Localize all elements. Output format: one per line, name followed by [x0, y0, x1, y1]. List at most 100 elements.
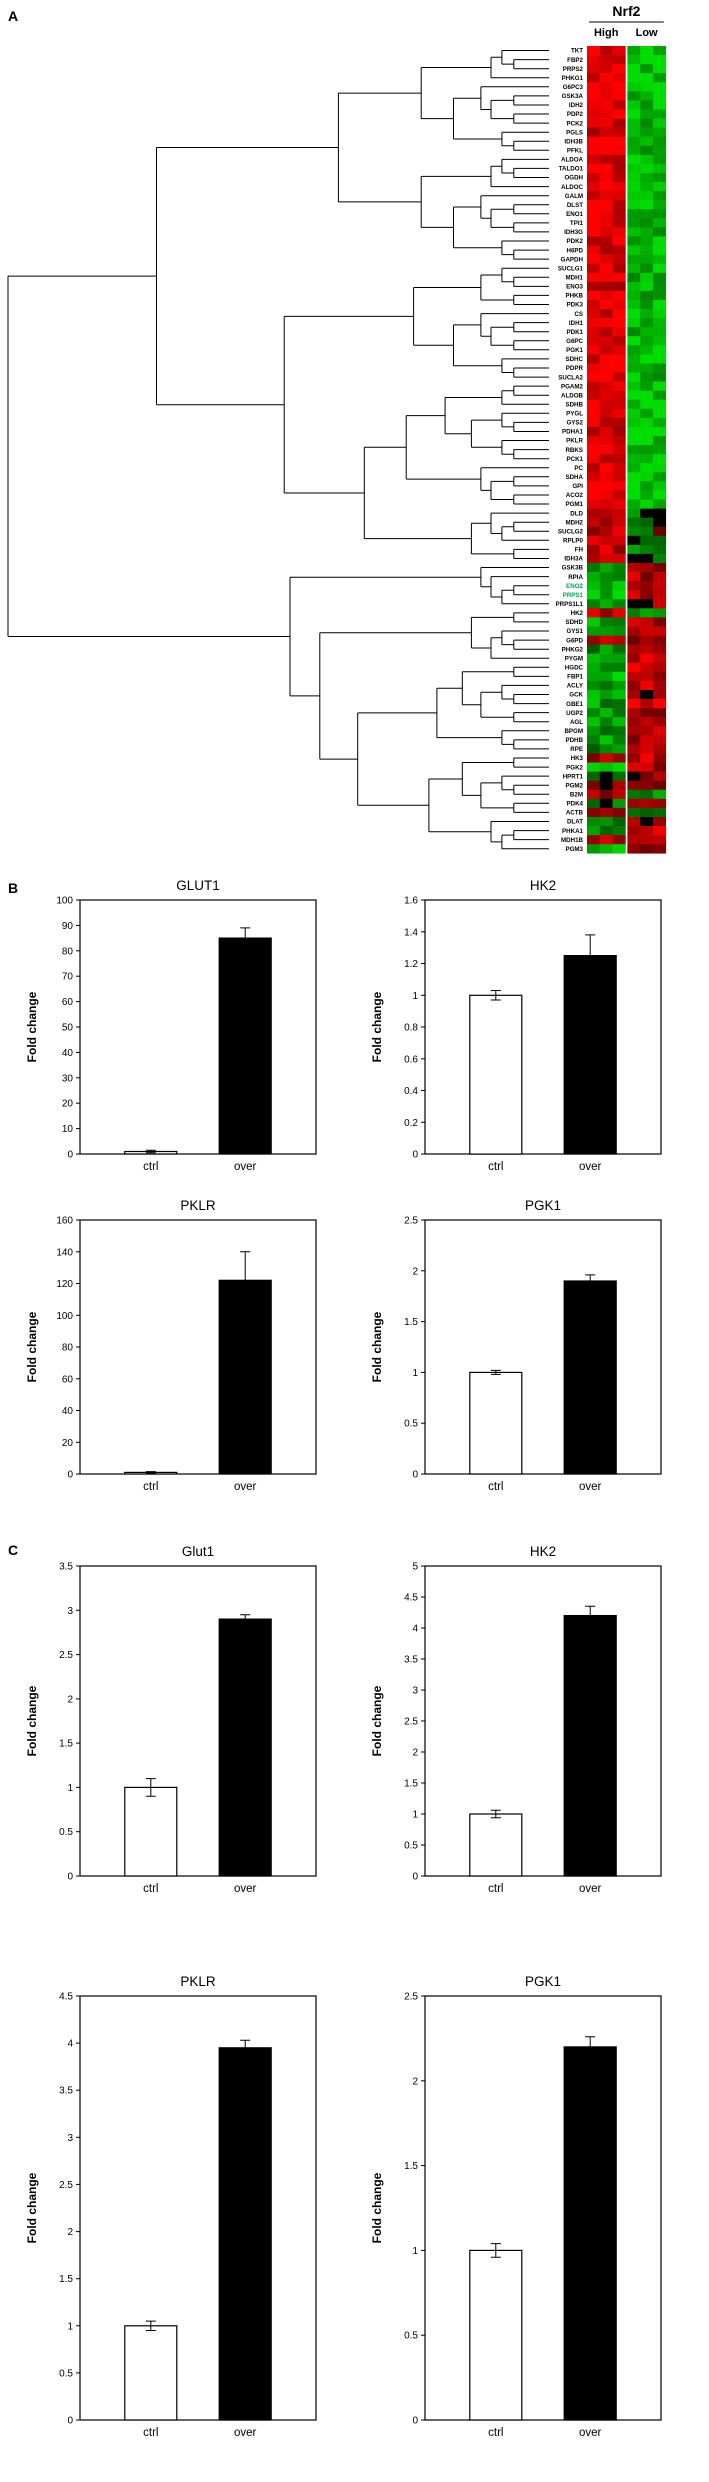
heatmap-cell	[587, 46, 601, 56]
heatmap-cell	[640, 844, 654, 854]
heatmap-cell	[640, 517, 654, 527]
gene-label: G6PD	[566, 637, 583, 644]
gene-label: GAPDH	[561, 256, 584, 263]
bar-chart-hk2-panel-b: HK2 Fold change 0 0.2 0.4 0.6 0.8 1 1.2 1.4 1.6 ctr…	[365, 876, 675, 1188]
bar-ctrl	[469, 1371, 523, 1475]
heatmap-cell	[640, 599, 654, 609]
heatmap-cell	[587, 345, 601, 355]
heatmap-cell	[640, 408, 654, 419]
heatmap-cell	[612, 690, 626, 700]
y-tick-label: 160	[56, 1216, 73, 1227]
heatmap-cell	[599, 91, 613, 101]
heatmap-cell	[587, 136, 601, 147]
heatmap-cell	[653, 55, 667, 65]
heatmap-cell	[640, 590, 654, 600]
heatmap-cell	[612, 699, 626, 709]
plot-frame	[424, 1995, 662, 2421]
x-tick-label-over: over	[234, 2427, 257, 2439]
heatmap-cell	[599, 771, 613, 781]
heatmap-cell	[653, 662, 667, 673]
heatmap-cell	[640, 535, 654, 546]
heatmap-cell	[653, 581, 667, 591]
y-tick-label: 100	[56, 896, 73, 907]
heatmap-cell	[640, 762, 654, 772]
heatmap-cell	[627, 236, 641, 246]
heatmap-cell	[599, 300, 613, 310]
y-tick-label: 3	[67, 2133, 73, 2144]
chart-canvas: PGK1 Fold change 0 0.5 1 1.5 2 2.5 ctrl over	[370, 1974, 662, 2439]
gene-label: H6PD	[566, 247, 583, 254]
heatmap-cell	[640, 454, 654, 464]
y-tick-label: 1.6	[404, 896, 418, 907]
y-tick-label: 80	[62, 1343, 74, 1354]
heatmap-cell	[599, 563, 613, 573]
y-tick-label: 50	[62, 1023, 74, 1034]
chart-title: PKLR	[180, 1974, 216, 1989]
heatmap-cell	[612, 581, 626, 591]
gene-label: DLST	[567, 202, 583, 209]
gene-label: PKLR	[566, 438, 583, 445]
y-tick-label: 10	[62, 1124, 74, 1135]
heatmap-cell	[627, 544, 641, 555]
error-bar-over	[240, 1614, 251, 1625]
heatmap-cell	[612, 82, 626, 92]
gene-label: PDP2	[567, 111, 584, 118]
heatmap-cell	[599, 55, 613, 65]
heatmap-cell	[653, 436, 667, 446]
gene-label: FH	[575, 547, 584, 554]
heatmap-cell	[612, 798, 626, 809]
heatmap-cell	[587, 608, 601, 618]
heatmap-cell	[587, 454, 601, 464]
y-tick-label: 2.5	[59, 2180, 73, 2191]
bar-chart-pklr-panel-c: PKLR Fold change 0 0.5 1 1.5 2 2.5 3 3.5 4 4.5 ctrl o…	[20, 1972, 330, 2454]
y-tick-label: 80	[62, 946, 74, 957]
heatmap-cell	[587, 699, 601, 709]
heatmap-cell	[587, 426, 601, 437]
heatmap-cell	[627, 64, 641, 74]
heatmap-cell	[587, 390, 601, 401]
heatmap-cell	[653, 599, 667, 609]
heatmap-cell	[587, 544, 601, 555]
heatmap-cell	[627, 517, 641, 527]
heatmap-cell	[627, 726, 641, 736]
heatmap-cell	[640, 807, 654, 818]
gene-label: PDPR	[566, 365, 584, 372]
heatmap-cell	[627, 635, 641, 645]
heatmap-cell	[627, 789, 641, 800]
heatmap-cell	[612, 526, 626, 537]
heatmap-cell	[640, 798, 654, 809]
y-tick-label: 3	[412, 1686, 418, 1697]
heatmap-cell	[612, 46, 626, 56]
error-bar-over	[585, 2036, 596, 2058]
heatmap-cell	[599, 417, 613, 428]
heatmap-cell	[640, 145, 654, 156]
heatmap-cell	[627, 327, 641, 337]
heatmap-cell	[599, 281, 613, 292]
heatmap-cell	[587, 173, 601, 183]
heatmap-cell	[587, 690, 601, 700]
heatmap-cell	[587, 82, 601, 92]
heatmap-cell	[653, 390, 667, 401]
heatmap-cell	[587, 218, 601, 228]
heatmap-cell	[599, 699, 613, 709]
heatmap-cell	[627, 644, 641, 654]
heatmap-cell	[599, 345, 613, 355]
error-bar-ctrl	[145, 1778, 156, 1797]
heatmap-cell	[653, 490, 667, 500]
heatmap-cell	[640, 399, 654, 410]
heatmap-cell	[587, 73, 601, 83]
heatmap-cell	[587, 109, 601, 119]
heatmap-cell	[612, 236, 626, 246]
chart-title: PGK1	[525, 1198, 561, 1213]
heatmap-cell	[640, 309, 654, 319]
heatmap-cell	[627, 535, 641, 546]
heatmap-cell	[640, 481, 654, 491]
plot-frame	[79, 1995, 317, 2421]
gene-label: CS	[574, 311, 583, 318]
heatmap-cell	[653, 708, 667, 718]
heatmap-cell	[640, 644, 654, 654]
y-tick-label: 1	[67, 1783, 73, 1794]
y-tick-label: 3.5	[404, 1655, 418, 1666]
heatmap-cell	[627, 553, 641, 564]
heatmap-cell	[599, 726, 613, 736]
